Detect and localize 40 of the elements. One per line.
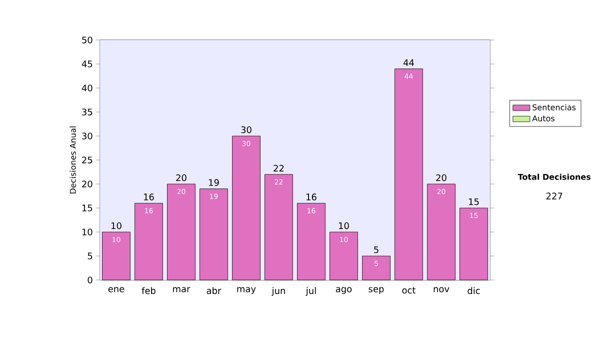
annotation: 22 <box>274 164 284 172</box>
annotation: 19 <box>209 179 219 186</box>
x-tick-label: jul <box>306 287 316 296</box>
x-tick-label: abr <box>206 287 222 294</box>
legend-label: Autos <box>532 115 554 122</box>
y-tick-label: 0 <box>88 276 92 284</box>
x-tick-label: may <box>237 287 256 294</box>
annotation: 16 <box>144 194 154 200</box>
x-tick-label: feb <box>142 287 156 294</box>
annotation: 10 <box>112 222 122 230</box>
y-tick-label: 15 <box>82 204 92 212</box>
y-tick-label: 5 <box>88 252 92 260</box>
x-tick-label: sep <box>368 287 384 294</box>
y-tick-label: 10 <box>82 228 92 236</box>
x-tick-label: jun <box>272 287 285 296</box>
x-tick-label: ene <box>108 287 124 292</box>
annotation: 16 <box>306 194 316 200</box>
x-tick-label: mar <box>173 287 190 292</box>
text: 227 <box>546 192 562 200</box>
annotation: 5 <box>374 246 378 254</box>
x-tick-label: nov <box>434 287 450 292</box>
x-tick-label: dic <box>468 287 480 294</box>
y-tick-label: 45 <box>82 60 92 68</box>
y-tick-label: 40 <box>82 84 92 92</box>
y-tick-label: 30 <box>82 132 92 140</box>
y-tick-label: 20 <box>82 180 92 188</box>
annotation: 30 <box>241 126 252 134</box>
x-tick-label: oct <box>402 287 416 294</box>
x-tick-label: ago <box>336 287 352 294</box>
legend-label: Sentencias <box>532 104 576 110</box>
annotation: 20 <box>436 174 446 182</box>
annotation: 44 <box>403 59 414 66</box>
y-tick-label: 25 <box>82 156 92 164</box>
text: Total Decisiones <box>518 174 591 180</box>
y-tick-label: 35 <box>82 108 92 116</box>
annotation: 20 <box>176 174 186 182</box>
y-tick-label: 50 <box>82 36 92 44</box>
y-axis-title: Decisiones Anual <box>70 126 76 194</box>
annotation: 10 <box>339 222 349 230</box>
annotation: 15 <box>469 198 479 206</box>
